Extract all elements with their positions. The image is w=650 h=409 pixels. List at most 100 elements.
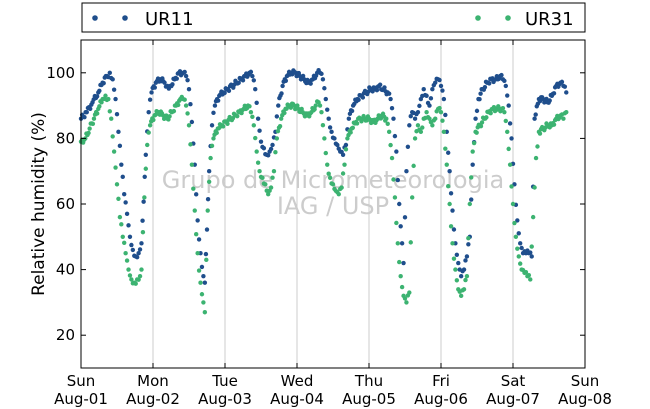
data-points	[78, 67, 569, 315]
y-axis-label: Relative humidity (%)	[29, 112, 49, 296]
data-point-ur31	[114, 182, 120, 187]
data-point-ur31	[471, 140, 477, 146]
data-point-ur11	[195, 218, 200, 223]
data-point-ur31	[532, 185, 537, 190]
data-point-ur31	[288, 105, 294, 110]
data-point-ur11	[122, 191, 127, 197]
data-point-ur31	[386, 129, 392, 135]
x-tick-label-date: Aug-01	[54, 390, 108, 408]
data-point-ur11	[186, 87, 192, 92]
data-point-ur31	[127, 273, 133, 278]
data-point-ur31	[120, 234, 125, 239]
data-point-ur11	[120, 174, 125, 180]
data-point-ur11	[126, 223, 131, 228]
data-point-ur11	[322, 86, 327, 91]
data-point-ur31	[389, 155, 395, 161]
data-point-ur31	[90, 121, 96, 127]
data-point-ur11	[320, 77, 326, 82]
data-point-ur31	[395, 241, 400, 246]
data-point-ur31	[412, 136, 418, 141]
data-point-ur11	[335, 142, 340, 148]
data-point-ur31	[167, 114, 172, 119]
data-point-ur31	[145, 142, 150, 148]
data-point-ur11	[564, 90, 569, 95]
data-point-ur31	[404, 300, 409, 305]
data-point-ur11	[110, 77, 115, 82]
data-point-ur31	[199, 292, 205, 297]
data-point-ur11	[515, 218, 520, 223]
data-point-ur31	[506, 146, 511, 152]
data-point-ur31	[451, 256, 457, 261]
data-point-ur31	[247, 104, 252, 109]
data-point-ur11	[254, 100, 259, 105]
data-point-ur11	[356, 97, 361, 103]
data-point-ur11	[487, 81, 492, 86]
data-point-ur11	[84, 109, 89, 115]
data-point-ur11	[349, 108, 355, 114]
data-point-ur11	[505, 93, 510, 98]
data-point-ur11	[389, 105, 395, 111]
data-point-ur11	[257, 128, 262, 133]
data-point-ur11	[519, 245, 524, 251]
data-point-ur31	[273, 150, 278, 155]
data-point-ur11	[469, 197, 474, 202]
data-point-ur31	[189, 162, 195, 167]
data-point-ur11	[255, 116, 261, 121]
data-point-ur11	[438, 83, 444, 89]
legend-marker-ur31	[475, 15, 481, 21]
data-point-ur11	[182, 69, 187, 75]
data-point-ur11	[394, 149, 399, 154]
data-point-ur31	[196, 268, 202, 273]
data-point-ur11	[119, 162, 124, 167]
x-tick-label-date: Aug-06	[414, 390, 468, 408]
x-tick-label-date: Aug-05	[342, 390, 396, 408]
data-point-ur11	[129, 242, 134, 248]
data-point-ur31	[136, 277, 141, 282]
data-point-ur31	[270, 175, 275, 180]
data-point-ur31	[319, 109, 324, 115]
data-point-ur11	[401, 260, 406, 266]
data-point-ur31	[496, 104, 501, 109]
data-point-ur11	[147, 97, 153, 102]
x-tick-label-date: Aug-03	[198, 390, 252, 408]
legend-entry-ur11: UR11	[92, 9, 194, 30]
data-point-ur31	[91, 116, 97, 121]
data-point-ur31	[420, 125, 425, 130]
data-point-ur31	[253, 135, 258, 141]
data-point-ur31	[470, 149, 475, 154]
data-point-ur31	[437, 105, 442, 111]
data-point-ur11	[326, 116, 331, 121]
data-point-ur31	[206, 179, 212, 184]
data-point-ur11	[215, 98, 221, 103]
y-tick-label: 80	[56, 129, 75, 147]
x-tick-label-day: Tue	[211, 372, 238, 390]
data-point-ur11	[405, 144, 411, 149]
data-point-ur11	[141, 199, 146, 204]
data-point-ur11	[437, 77, 442, 83]
data-point-ur31	[204, 257, 209, 263]
data-point-ur11	[346, 116, 352, 121]
data-point-ur31	[512, 220, 517, 226]
data-point-ur31	[235, 113, 240, 119]
data-point-ur11	[430, 87, 435, 92]
data-point-ur31	[221, 124, 226, 129]
y-tick-label: 40	[56, 261, 75, 279]
data-point-ur11	[251, 78, 256, 83]
data-point-ur11	[300, 73, 306, 79]
legend-marker-ur31	[505, 15, 511, 21]
data-point-ur31	[461, 287, 467, 292]
data-point-ur31	[266, 191, 271, 197]
watermark-line-2: IAG / USP	[277, 192, 389, 220]
data-point-ur31	[448, 224, 454, 229]
x-tick-label-day: Sun	[67, 372, 96, 390]
data-point-ur11	[456, 260, 461, 266]
data-point-ur11	[323, 96, 328, 102]
x-axis: SunAug-01MonAug-02TueAug-03WedAug-04ThuA…	[54, 40, 612, 408]
y-tick-label: 20	[56, 326, 75, 344]
data-point-ur31	[295, 103, 300, 108]
data-point-ur11	[415, 109, 421, 115]
x-tick-label-day: Sun	[571, 372, 600, 390]
x-tick-label-day: Wed	[281, 372, 314, 390]
data-point-ur31	[464, 273, 470, 279]
data-point-ur11	[502, 78, 507, 84]
